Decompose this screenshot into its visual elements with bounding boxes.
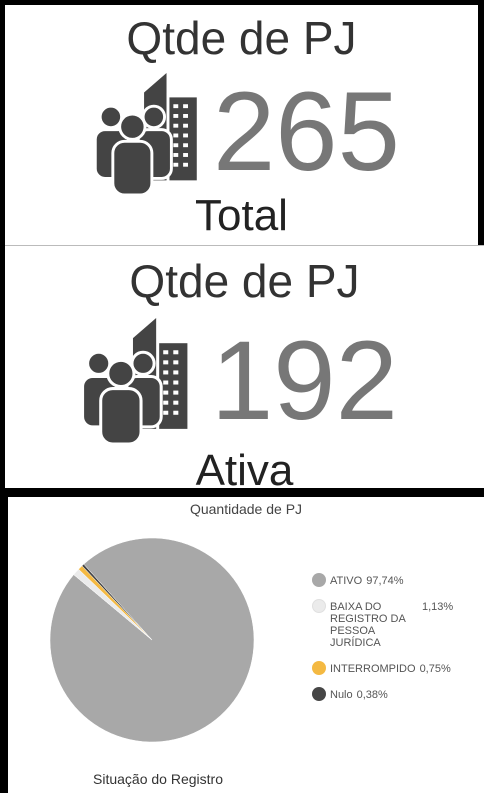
legend-value: 0,38% — [356, 689, 388, 701]
card: Qtde de PJ 192 Ativa — [5, 246, 484, 488]
legend-item: BAIXA DO REGISTRO DA PESSOA JURÍDICA 1,13… — [312, 599, 482, 649]
legend-value: 1,13% — [422, 601, 454, 613]
chart-footer: Situação do Registro — [93, 771, 223, 787]
chart-title: Quantidade de PJ — [189, 501, 303, 517]
pie — [49, 537, 255, 743]
legend-value: 97,74% — [366, 575, 404, 587]
separator — [5, 245, 484, 246]
card-caption: Total — [195, 191, 288, 240]
legend-swatch — [312, 599, 326, 613]
legend-swatch — [312, 687, 326, 701]
pj-icon — [93, 73, 201, 195]
card: Qtde de PJ 265 Total — [5, 5, 478, 245]
legend-item: ATIVO 97,74% — [312, 573, 482, 587]
card-value: 265 — [213, 69, 400, 194]
card-title: Qtde de PJ — [126, 12, 357, 64]
legend-label: BAIXA DO REGISTRO DA PESSOA JURÍDICA — [330, 601, 406, 649]
pj-icon — [80, 318, 192, 444]
pie-slice — [49, 537, 255, 743]
pie-chart-panel: Quantidade de PJ ATIVO 97,74% BAIXA DO REG… — [8, 497, 484, 793]
card-caption: Ativa — [195, 446, 294, 488]
legend-label: ATIVO — [330, 575, 363, 587]
legend-label: Nulo — [330, 689, 353, 701]
legend-label: INTERROMPIDO — [330, 663, 416, 675]
legend-item: Nulo 0,38% — [312, 687, 482, 701]
legend-swatch — [312, 661, 326, 675]
legend-item: INTERROMPIDO 0,75% — [312, 661, 482, 675]
legend: ATIVO 97,74% BAIXA DO REGISTRO DA PESSOA J… — [312, 573, 482, 715]
card-value: 192 — [211, 318, 398, 443]
legend-value: 0,75% — [419, 663, 451, 675]
card-title: Qtde de PJ — [129, 255, 360, 307]
legend-swatch — [312, 573, 326, 587]
pie-slice — [81, 563, 153, 641]
